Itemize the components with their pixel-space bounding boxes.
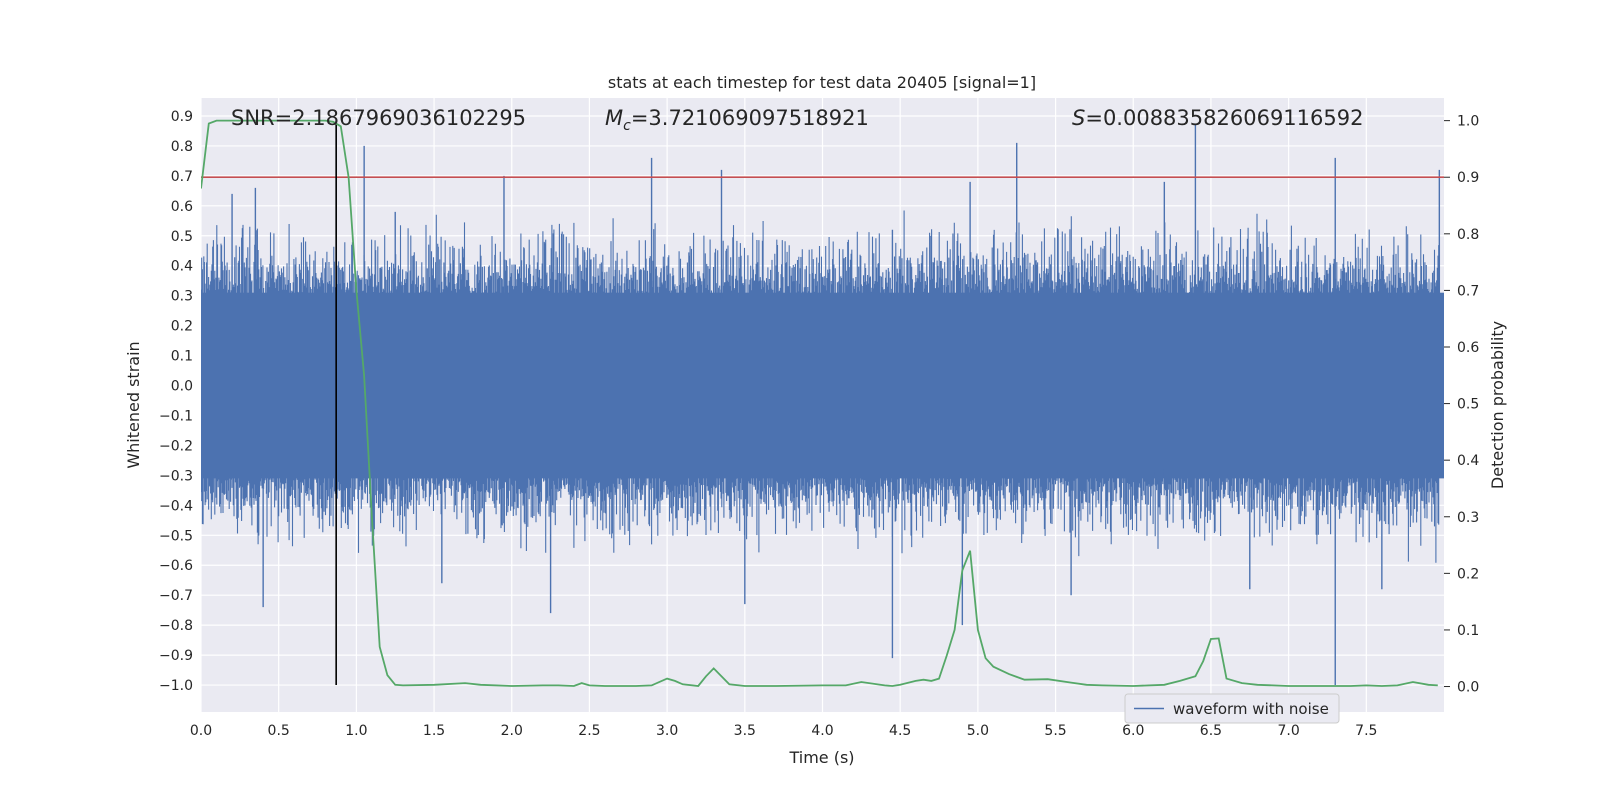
x-tick-label: 1.0	[345, 723, 367, 739]
y-left-tick-label: −0.7	[159, 588, 193, 604]
y-left-tick-label: −0.4	[159, 498, 193, 514]
y-left-tick-label: −0.1	[159, 408, 193, 424]
y-left-tick-label: 0.2	[171, 319, 193, 335]
y-left-tick-label: 0.0	[171, 379, 193, 395]
x-tick-label: 3.0	[656, 723, 678, 739]
legend: waveform with noise	[1124, 693, 1340, 724]
x-tick-label: 2.5	[578, 723, 600, 739]
y-right-tick-label: 0.9	[1457, 170, 1479, 186]
x-tick-label: 2.0	[501, 723, 523, 739]
x-tick-label: 5.0	[967, 723, 989, 739]
y-right-tick-label: 0.1	[1457, 623, 1479, 639]
chart-title: stats at each timestep for test data 204…	[608, 73, 1036, 92]
s-symbol: S	[1072, 106, 1085, 130]
chirp-mass-annotation: Mc=3.721069097518921	[605, 106, 869, 134]
chirp-mass-value: =3.721069097518921	[631, 106, 869, 130]
waveform-trace	[201, 210, 1440, 563]
waveform-series	[201, 124, 1444, 686]
x-axis-label: Time (s)	[788, 748, 854, 767]
chirp-mass-symbol: M	[605, 106, 623, 130]
x-tick-label: 4.5	[889, 723, 911, 739]
y-left-tick-label: −0.6	[159, 558, 193, 574]
y-left-tick-label: 0.4	[171, 259, 193, 275]
x-tick-label: 1.5	[423, 723, 445, 739]
s-value: =0.008835826069116592	[1085, 106, 1363, 130]
x-tick-label: 3.5	[734, 723, 756, 739]
x-tick-label: 7.0	[1277, 723, 1299, 739]
x-tick-label: 5.5	[1044, 723, 1066, 739]
legend-label: waveform with noise	[1173, 700, 1329, 718]
y-right-tick-label: 0.5	[1457, 397, 1479, 413]
y-left-tick-label: −0.8	[159, 618, 193, 634]
legend-box	[1124, 693, 1340, 724]
probability-layer	[201, 119, 1438, 687]
y-left-tick-label: 0.9	[171, 109, 193, 125]
y-right-tick-label: 0.4	[1457, 453, 1479, 469]
y-left-axis-ticks: 0.9 0.8 0.7 0.6 0.5 0.4 0.3 0.2 0.1 0.0 −0.1 −0.2 −0…	[159, 109, 193, 694]
y-left-tick-label: 0.3	[171, 289, 193, 305]
y-right-tick-label: 0.8	[1457, 227, 1479, 243]
y-right-tick-label: 0.0	[1457, 680, 1479, 696]
s-annotation: S=0.008835826069116592	[1072, 106, 1363, 130]
x-tick-label: 0.5	[268, 723, 290, 739]
y-right-axis-label: Detection probability	[1488, 321, 1507, 489]
y-right-tick-label: 0.7	[1457, 283, 1479, 299]
y-right-axis-ticks: 1.0 0.9 0.8 0.7 0.6 0.5 0.4 0.3 0.2 0.1 0.0	[1444, 114, 1479, 696]
y-left-tick-label: −0.2	[159, 438, 193, 454]
y-left-tick-label: 0.5	[171, 229, 193, 245]
y-left-tick-label: 0.7	[171, 169, 193, 185]
x-tick-label: 6.5	[1200, 723, 1222, 739]
x-tick-label: 7.5	[1355, 723, 1377, 739]
y-left-tick-label: −0.9	[159, 648, 193, 664]
chirp-mass-subscript: c	[623, 118, 631, 134]
y-left-axis-label: Whitened strain	[124, 341, 143, 468]
y-left-tick-label: 0.6	[171, 199, 193, 215]
x-tick-label: 0.0	[190, 723, 212, 739]
y-left-tick-label: 0.1	[171, 349, 193, 365]
plot-layers	[201, 119, 1444, 687]
y-left-tick-label: −0.5	[159, 528, 193, 544]
y-right-tick-label: 0.3	[1457, 510, 1479, 526]
y-right-tick-label: 0.2	[1457, 566, 1479, 582]
y-right-tick-label: 0.6	[1457, 340, 1479, 356]
probability-line	[201, 119, 1438, 687]
y-left-tick-label: −1.0	[159, 678, 193, 694]
y-left-tick-label: −0.3	[159, 468, 193, 484]
snr-annotation: SNR=2.1867969036102295	[231, 106, 526, 130]
y-left-tick-label: 0.8	[171, 139, 193, 155]
x-axis-ticks: 0.0 0.5 1.0 1.5 2.0 2.5 3.0 3.5 4.0 4.5 5.0 5.5 6.0 6…	[190, 723, 1378, 739]
y-right-tick-label: 1.0	[1457, 114, 1479, 130]
x-tick-label: 6.0	[1122, 723, 1144, 739]
x-tick-label: 4.0	[811, 723, 833, 739]
